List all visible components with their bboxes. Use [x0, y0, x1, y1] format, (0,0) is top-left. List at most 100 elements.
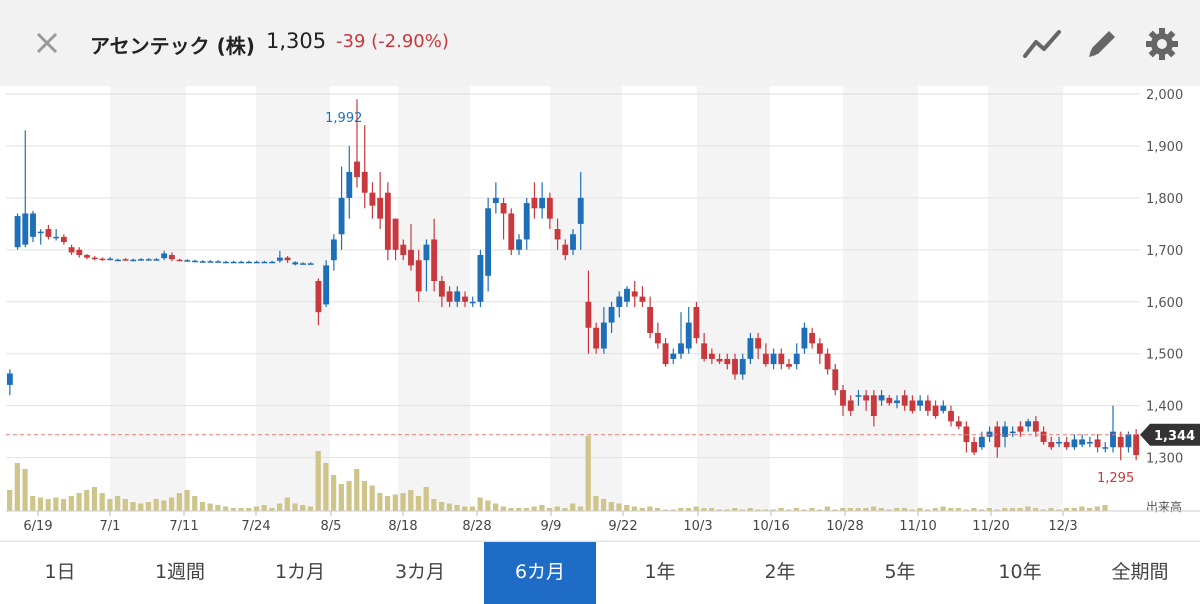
stock-price: 1,305 [266, 29, 327, 53]
high-label: 1,992 [325, 111, 362, 126]
candle-body-142 [1102, 447, 1109, 449]
volume-bar-35 [277, 503, 283, 511]
candle-body-8 [68, 247, 75, 253]
volume-bar-137 [1063, 508, 1070, 511]
gear-icon[interactable] [1142, 24, 1182, 64]
candle-body-52 [408, 249, 414, 266]
volume-bar-61 [477, 497, 483, 511]
tab-3[interactable]: 3カ月 [394, 561, 446, 583]
candle-body-38 [300, 263, 306, 265]
band-5 [843, 86, 918, 511]
candle-body-69 [539, 197, 546, 209]
candle-body-24 [192, 260, 198, 263]
volume-bar-100 [778, 508, 784, 511]
x-tick-label-13: 11/20 [972, 519, 1009, 534]
volume-bar-32 [253, 506, 260, 511]
candle-body-63 [492, 197, 499, 204]
volume-bar-16 [130, 502, 136, 511]
volume-bar-49 [385, 496, 391, 511]
volume-bar-43 [338, 484, 344, 511]
candle-body-81 [631, 291, 638, 297]
candle-body-144 [1117, 436, 1124, 448]
candle-body-98 [762, 353, 769, 365]
candle-body-39 [307, 263, 314, 265]
candle-body-12 [99, 258, 106, 261]
volume-bar-113 [878, 508, 884, 511]
volume-bar-84 [655, 508, 661, 511]
volume-bar-67 [523, 508, 530, 511]
pencil-icon[interactable] [1082, 24, 1122, 64]
line-chart-icon[interactable] [1022, 24, 1062, 64]
volume-bar-9 [76, 493, 82, 511]
candle-body-100 [778, 353, 785, 365]
tab-9[interactable]: 全期間 [1111, 561, 1169, 583]
candle-body-37 [292, 262, 299, 265]
candle-body-125 [971, 442, 978, 453]
volume-bar-54 [423, 487, 429, 511]
x-tick-label-7: 9/9 [541, 519, 562, 534]
candle-body-112 [870, 395, 877, 417]
low-label: 1,295 [1097, 471, 1134, 486]
volume-bar-119 [925, 509, 931, 511]
volume-bar-68 [531, 506, 537, 511]
candle-body-128 [994, 426, 1001, 448]
volume-bar-37 [292, 503, 298, 511]
volume-bar-92 [716, 509, 722, 511]
candle-body-94 [732, 358, 738, 375]
y-tick-label-0: 1,300 [1146, 452, 1183, 467]
candle-body-138 [1071, 439, 1078, 448]
tab-2[interactable]: 1カ月 [274, 561, 326, 583]
period-tabs: 1日 1週間 1カ月 3カ月 6カ月 1年 2年 5年 10年 全期間 [0, 541, 1200, 604]
volume-bar-63 [493, 503, 499, 511]
candle-body-51 [400, 244, 407, 256]
candle-body-31 [246, 261, 252, 264]
candle-body-86 [670, 353, 677, 359]
candle-body-67 [523, 203, 530, 240]
volume-bar-10 [84, 490, 90, 511]
candle-body-59 [462, 296, 468, 302]
candle-body-48 [377, 197, 384, 219]
candle-body-143 [1110, 431, 1116, 448]
close-icon[interactable] [30, 26, 64, 60]
volume-bar-5 [45, 499, 51, 511]
x-tick-label-4: 8/5 [321, 519, 342, 534]
candle-body-54 [423, 244, 430, 261]
chart-area[interactable]: 1,300 1,400 1,500 1,600 1,700 1,800 1,900 2,000… [0, 86, 1200, 540]
volume-bar-44 [346, 481, 352, 511]
volume-bar-6 [53, 497, 59, 511]
tab-8[interactable]: 10年 [998, 561, 1042, 583]
y-tick-label-4: 1,700 [1146, 244, 1183, 259]
volume-bar-4 [37, 497, 44, 511]
y-tick-label-3: 1,600 [1146, 296, 1183, 311]
volume-bar-12 [99, 493, 105, 511]
volume-bar-79 [616, 503, 622, 511]
candle-body-84 [654, 332, 661, 344]
tab-4[interactable]: 6カ月 [484, 542, 596, 604]
volume-bar-116 [901, 508, 908, 511]
candle-body-135 [1048, 442, 1055, 448]
candle-body-137 [1063, 442, 1070, 448]
candle-body-99 [770, 353, 777, 365]
candle-body-73 [570, 234, 576, 250]
tab-7[interactable]: 5年 [884, 561, 916, 583]
candle-body-34 [269, 261, 276, 264]
candle-body-76 [593, 327, 600, 349]
volume-bar-134 [1040, 509, 1046, 511]
candle-body-134 [1040, 431, 1047, 443]
x-tick-label-12: 11/10 [899, 519, 936, 534]
tab-1[interactable]: 1週間 [154, 561, 206, 583]
tab-5[interactable]: 1年 [644, 561, 676, 583]
tab-6[interactable]: 2年 [764, 561, 796, 583]
candle-body-116 [901, 395, 908, 406]
candle-body-96 [747, 338, 754, 359]
volume-bar-60 [469, 506, 476, 511]
candle-body-93 [724, 358, 731, 365]
volume-bar-105 [817, 509, 823, 511]
volume-bar-28 [223, 506, 229, 511]
tab-0[interactable]: 1日 [44, 561, 76, 583]
volume-bar-78 [608, 502, 614, 511]
candlestick-chart[interactable]: 1,300 1,400 1,500 1,600 1,700 1,800 1,900 2,000… [0, 86, 1200, 540]
volume-bar-42 [331, 475, 337, 511]
candle-body-10 [84, 255, 90, 258]
volume-bar-27 [215, 505, 221, 511]
